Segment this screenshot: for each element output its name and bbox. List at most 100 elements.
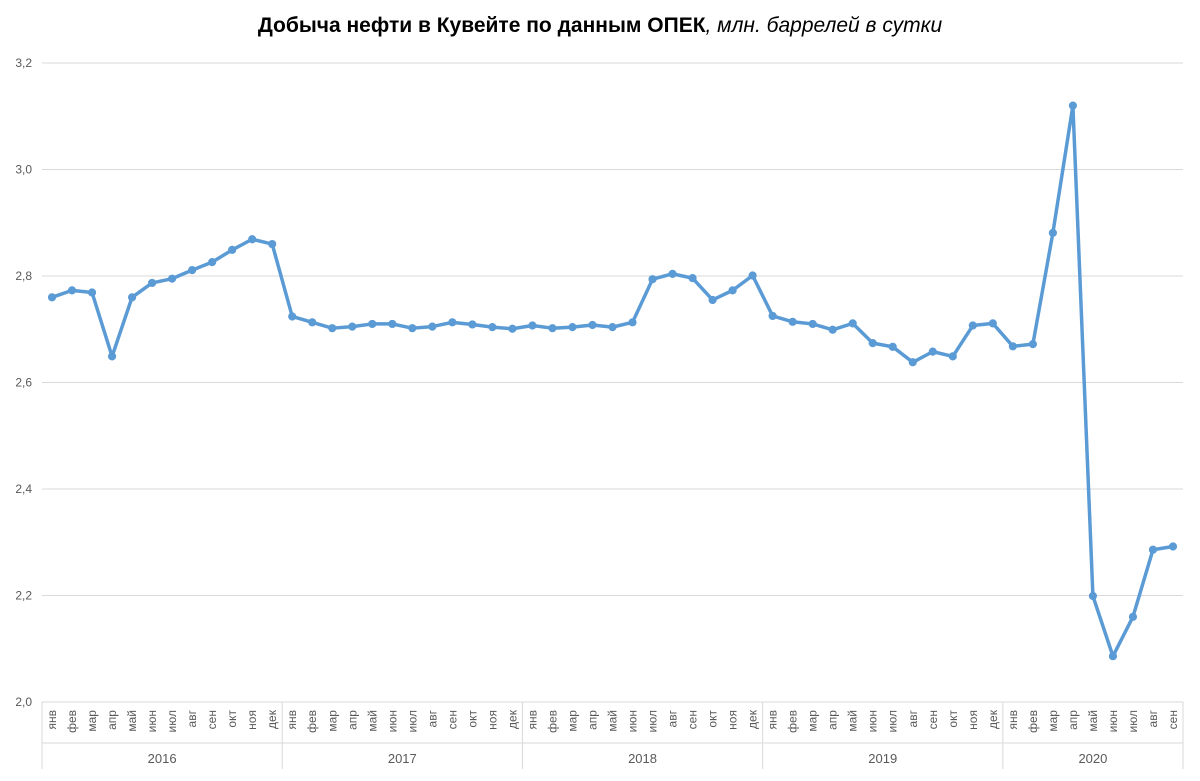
month-tick-label: авг: [425, 709, 439, 727]
month-tick-label: июн: [1106, 710, 1120, 732]
data-point: [1008, 342, 1017, 351]
month-tick-label: фев: [545, 710, 559, 733]
month-tick-label: июн: [385, 710, 399, 732]
data-point: [1168, 542, 1178, 551]
y-tick-label: 3,0: [15, 163, 32, 177]
month-tick-label: янв: [1006, 710, 1020, 730]
data-point: [468, 320, 477, 329]
year-label: 2020: [1078, 751, 1107, 766]
month-tick-label: фев: [305, 710, 319, 733]
data-point: [1048, 228, 1057, 237]
month-tick-label: сен: [926, 710, 940, 729]
data-point: [968, 321, 977, 330]
month-tick-label: дек: [505, 709, 519, 729]
month-tick-label: окт: [706, 710, 720, 728]
year-label: 2018: [628, 751, 657, 766]
month-tick-label: ноя: [245, 710, 259, 730]
data-point: [588, 320, 597, 330]
month-tick-label: июл: [1126, 710, 1140, 732]
data-point: [808, 319, 817, 329]
data-point: [1028, 340, 1037, 349]
data-point: [348, 322, 357, 331]
year-label: 2016: [148, 751, 177, 766]
month-tick-label: май: [846, 710, 860, 732]
month-tick-label: дек: [986, 709, 1000, 729]
data-point: [508, 324, 517, 333]
month-tick-label: дек: [265, 709, 279, 729]
data-point: [528, 321, 537, 330]
month-tick-label: фев: [65, 710, 79, 733]
data-point: [268, 239, 277, 249]
month-tick-label: янв: [525, 710, 539, 730]
data-point: [1068, 101, 1078, 110]
month-tick-label: апр: [826, 710, 840, 730]
data-point: [127, 293, 137, 302]
data-point: [768, 311, 777, 321]
month-tick-label: мар: [85, 710, 99, 732]
y-tick-label: 2,4: [15, 482, 32, 496]
data-point: [728, 286, 737, 295]
month-tick-label: сен: [1166, 710, 1180, 729]
month-tick-label: сен: [445, 710, 459, 729]
month-tick-label: апр: [105, 710, 119, 730]
month-tick-label: июн: [626, 710, 640, 732]
data-point: [388, 319, 397, 329]
data-point: [988, 319, 997, 328]
month-tick-label: авг: [666, 709, 680, 727]
month-tick-label: май: [606, 710, 620, 732]
chart-title-unit: , млн. баррелей в сутки: [705, 14, 943, 37]
month-tick-label: май: [1086, 710, 1100, 732]
data-point: [408, 324, 417, 333]
data-point: [708, 295, 717, 305]
month-tick-label: янв: [766, 710, 780, 730]
month-tick-label: сен: [205, 710, 219, 729]
data-point: [87, 288, 97, 297]
y-tick-label: 2,2: [15, 589, 32, 603]
year-label: 2017: [388, 751, 417, 766]
data-point: [928, 347, 937, 356]
data-point: [748, 271, 757, 280]
month-tick-label: ноя: [726, 710, 740, 730]
data-point: [1108, 652, 1118, 661]
month-tick-label: фев: [1026, 710, 1040, 733]
month-tick-label: мар: [325, 710, 339, 732]
data-point: [548, 324, 557, 333]
data-point: [208, 258, 217, 267]
data-point: [47, 293, 57, 302]
month-tick-label: июн: [145, 710, 159, 732]
data-point: [1128, 612, 1138, 621]
data-point: [428, 322, 437, 331]
data-point: [448, 318, 457, 327]
data-point: [948, 352, 957, 361]
month-tick-label: ноя: [966, 710, 980, 730]
series-line: [50, 103, 1175, 658]
month-tick-label: авг: [185, 709, 199, 727]
data-point: [568, 323, 577, 332]
data-point: [648, 275, 657, 284]
data-point: [788, 317, 797, 326]
data-point: [848, 319, 857, 328]
month-tick-label: ноя: [485, 710, 499, 730]
month-tick-label: авг: [1146, 709, 1160, 727]
month-tick-label: окт: [465, 710, 479, 728]
month-tick-label: окт: [225, 710, 239, 728]
data-point: [67, 286, 77, 295]
month-tick-label: окт: [946, 710, 960, 728]
month-tick-label: авг: [906, 709, 920, 727]
year-label: 2019: [868, 751, 897, 766]
y-tick-label: 2,8: [15, 269, 32, 283]
data-point: [328, 324, 337, 333]
chart-title-main: Добыча нефти в Кувейте по данным ОПЕК: [257, 14, 706, 37]
month-tick-label: мар: [1046, 710, 1060, 732]
month-tick-label: апр: [1066, 710, 1080, 730]
month-tick-label: апр: [345, 710, 359, 730]
data-point: [288, 312, 297, 321]
data-point: [248, 235, 257, 244]
data-point: [308, 318, 317, 327]
data-point: [668, 269, 677, 278]
month-tick-label: сен: [686, 710, 700, 729]
month-tick-label: июл: [646, 710, 660, 732]
data-point: [688, 274, 697, 283]
data-point: [147, 278, 157, 288]
